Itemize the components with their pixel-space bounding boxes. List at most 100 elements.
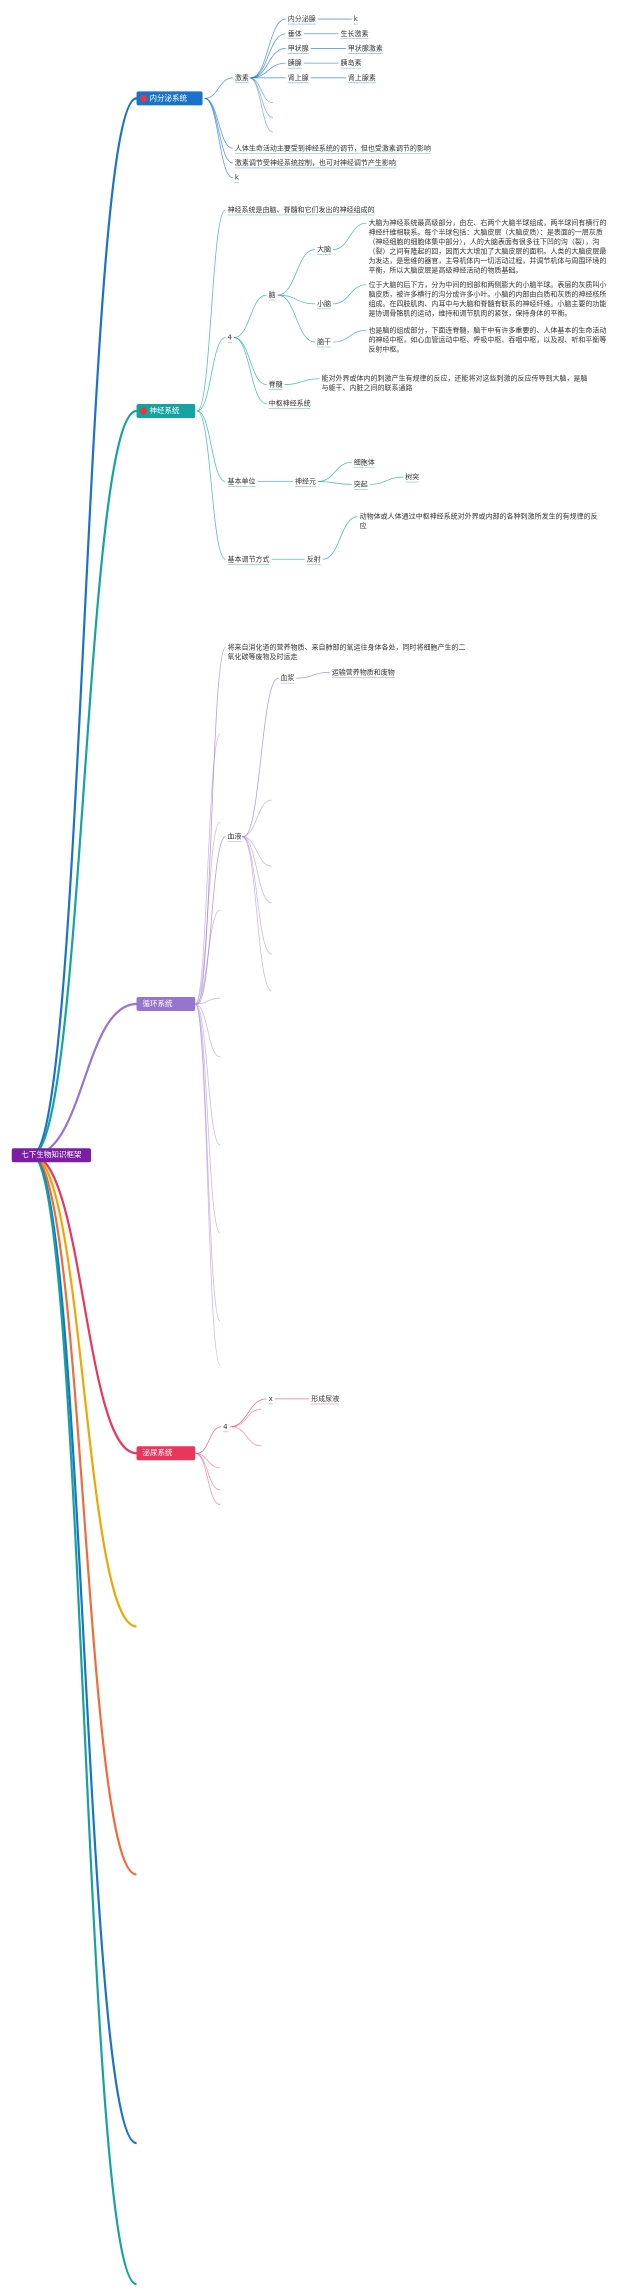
connector xyxy=(277,294,316,343)
connector xyxy=(194,821,221,1005)
node-label: 基本调节方式 xyxy=(228,554,270,563)
text-line: 脑皮质，被许多横行的沟分成许多小叶。小脑的内部由白质和灰质的神经核所 xyxy=(368,289,606,298)
node-label: 将来自消化道的营养物质、来自肺部的氧运往身体各处，同时将细胞产生的二氧化碳等废物… xyxy=(228,642,466,661)
connector xyxy=(277,249,316,296)
node-label: 位于大脑的后下方，分为中间的蚓部和两侧膨大的小脑半球。表层的灰质叫小脑皮质，被许… xyxy=(368,280,606,318)
connector xyxy=(194,1003,221,1322)
node-label: 脑 xyxy=(269,290,276,299)
node-label: 甲状腺激素 xyxy=(348,43,383,52)
node-label: x xyxy=(269,1395,273,1403)
node-label: 动物体或人体通过中枢神经系统对外界或内部的各种刺激所发生的有规律的反应 xyxy=(360,512,598,531)
node-label: 激素 xyxy=(235,73,249,82)
text-line: 动物体或人体通过中枢神经系统对外界或内部的各种刺激所发生的有规律的反 xyxy=(360,512,598,521)
root-box xyxy=(11,1148,92,1163)
connector xyxy=(194,1003,221,1234)
connector xyxy=(204,97,234,179)
branch-label: 神经系统 xyxy=(150,405,180,415)
branch-icon xyxy=(140,94,148,102)
connector xyxy=(195,997,221,1005)
connector xyxy=(369,476,404,485)
node-label: 血液 xyxy=(228,832,242,841)
connector xyxy=(318,481,352,485)
connector xyxy=(31,1154,137,2286)
connector xyxy=(204,97,233,149)
connector xyxy=(194,1003,221,1366)
node-label: 血浆 xyxy=(280,673,294,682)
branch-label: 循环系统 xyxy=(143,998,173,1008)
text-line: 神经纤维相联系。每个半球包括：大脑皮层（大脑皮质）：是表面的一层灰质 xyxy=(368,228,603,237)
branch-label: 内分泌系统 xyxy=(150,92,188,102)
connector xyxy=(333,222,367,250)
text-line: 平衡，所以大脑皮层是高级神经活动的物质基础。 xyxy=(368,266,522,275)
connector xyxy=(31,1154,137,2145)
node-label: 小脑 xyxy=(317,299,331,308)
connector xyxy=(197,410,226,482)
node-label: 基本单位 xyxy=(228,476,256,485)
text-line: 将来自消化道的营养物质、来自肺部的氧运往身体各处，同时将细胞产生的二 xyxy=(228,642,466,651)
connector xyxy=(195,909,221,1005)
text-line: 的神经中枢，如心血管运动中枢、呼吸中枢、吞咽中枢，以及视、听和平衡等 xyxy=(368,335,606,344)
node-label: 也是脑的组成部分，下面连脊髓，脑干中有许多重要的、人体基本的生命活动的神经中枢，… xyxy=(368,325,606,353)
connector xyxy=(197,337,226,412)
text-line: 为发达，是思维的器官，主导机体内一切活动过程，并调节机体与周围环境的 xyxy=(368,256,606,265)
node-label: k xyxy=(235,174,240,182)
connector xyxy=(31,97,137,1157)
connector xyxy=(250,18,286,79)
node-label: 激素调节受神经系统控制，也可对神经调节产生影响 xyxy=(235,158,396,167)
connector xyxy=(249,77,274,118)
connector xyxy=(197,1426,222,1454)
connector xyxy=(194,733,221,1005)
connector xyxy=(231,1426,262,1447)
connector xyxy=(250,33,286,79)
node-label: 细胞体 xyxy=(354,457,375,466)
connector xyxy=(196,410,226,560)
connector xyxy=(249,77,274,133)
text-line: （神经细胞的细胞体集中部分），人的大脑表面有很多往下凹的沟（裂），沟 xyxy=(368,237,599,246)
node-label: 4 xyxy=(223,1423,228,1431)
node-label: 胰腺 xyxy=(288,58,302,67)
connector xyxy=(296,671,330,679)
connector xyxy=(231,1408,262,1428)
node-label: 运输营养物质和废物 xyxy=(332,667,395,676)
node-label: 肾上腺 xyxy=(288,73,309,82)
node-label: 大脑 xyxy=(317,245,331,254)
connector xyxy=(242,799,272,838)
node-label: 人体生命活动主要受到神经系统的调节，但也受激素调节的影响 xyxy=(235,143,431,152)
node-label: 肾上腺素 xyxy=(348,73,376,82)
root-label: 七下生物知识框架 xyxy=(21,1149,81,1159)
connector xyxy=(31,409,137,1157)
connectors xyxy=(31,18,431,2286)
connector xyxy=(333,284,367,305)
node-label: 大脑为神经系统最高级部分，由左、右两个大脑半球组成，两半球间有横行的神经纤维相联… xyxy=(368,218,606,275)
text-line: 也是脑的组成部分，下面连脊髓，脑干中有许多重要的、人体基本的生命活动 xyxy=(368,325,606,334)
node-label: 4 xyxy=(228,334,233,342)
connector xyxy=(284,378,320,385)
node-label: 生长激素 xyxy=(341,29,369,38)
connector xyxy=(318,461,352,482)
connector xyxy=(242,836,272,955)
node-label: 反射 xyxy=(307,554,321,563)
text-line: 氧化碳等废物及时运走 xyxy=(228,652,298,661)
connector xyxy=(31,1154,137,1876)
node-label: 中枢神经系统 xyxy=(269,399,311,408)
branch-box xyxy=(136,404,196,419)
node-label: 垂体 xyxy=(288,29,302,38)
text-line: 与躯干、内脏之间的联系通路 xyxy=(321,383,412,392)
connector xyxy=(241,836,272,992)
connector xyxy=(31,1154,137,1628)
connector xyxy=(242,836,272,904)
node-label: 树突 xyxy=(405,472,419,481)
text-line: 大脑为神经系统最高级部分，由左、右两个大脑半球组成，两半球间有横行的 xyxy=(368,218,606,227)
connector xyxy=(233,337,267,405)
connector xyxy=(250,62,286,79)
text-line: 位于大脑的后下方，分为中间的蚓部和两侧膨大的小脑半球。表层的灰质叫小 xyxy=(368,280,606,289)
node-label: 神经元 xyxy=(295,476,316,485)
node-label: k xyxy=(354,15,359,23)
connector xyxy=(204,97,233,164)
text-line: 应 xyxy=(360,521,367,530)
connector xyxy=(322,516,358,560)
connector xyxy=(277,294,316,305)
